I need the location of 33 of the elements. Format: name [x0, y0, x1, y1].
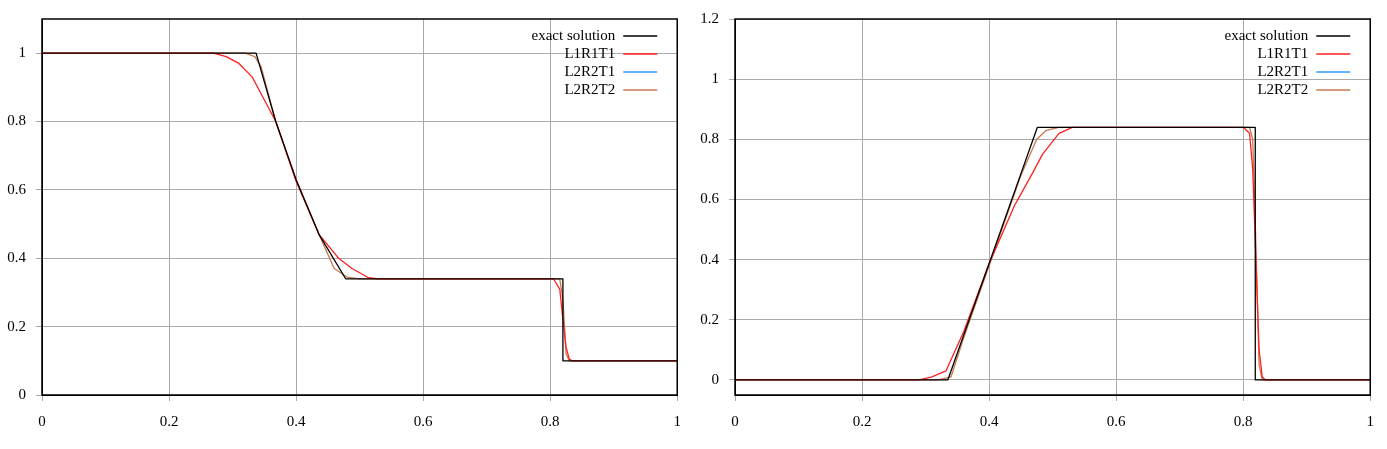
legend-label: exact solution [1224, 26, 1309, 43]
legend-label: L2R2T1 [564, 62, 616, 79]
x-tick-label: 0.6 [413, 412, 434, 429]
y-tick-label: 0.2 [700, 310, 719, 327]
y-tick-label: 0.8 [7, 112, 26, 129]
y-tick-label: 0.2 [7, 317, 26, 334]
legend-label: exact solution [531, 26, 616, 43]
y-tick-label: 1 [18, 44, 26, 61]
x-tick-label: 0.8 [540, 412, 560, 429]
x-tick-label: 0.6 [1106, 412, 1127, 429]
x-tick-label: 0.8 [1233, 412, 1253, 429]
legend-label: L1R1T1 [564, 44, 616, 61]
x-tick-label: 1 [673, 412, 681, 429]
y-tick-label: 0.6 [700, 190, 720, 207]
x-tick-label: 0.4 [286, 412, 306, 429]
legend-label: L2R2T2 [1257, 80, 1309, 97]
x-tick-label: 0.4 [979, 412, 999, 429]
x-tick-label: 0 [38, 412, 46, 429]
y-tick-label: 1.2 [700, 9, 719, 26]
legend-label: L2R2T2 [564, 80, 616, 97]
y-tick-label: 0 [18, 385, 26, 402]
y-tick-label: 0.4 [700, 250, 720, 267]
x-tick-label: 0.2 [852, 412, 872, 429]
y-tick-label: 0 [711, 370, 719, 387]
x-tick-label: 0.2 [159, 412, 179, 429]
y-tick-label: 0.4 [7, 249, 27, 266]
legend-label: L2R2T1 [1257, 62, 1309, 79]
y-tick-label: 1 [711, 70, 719, 87]
legend-label: L1R1T1 [1257, 44, 1309, 61]
x-tick-label: 1 [1366, 412, 1374, 429]
x-tick-label: 0 [731, 412, 739, 429]
y-tick-label: 0.6 [7, 180, 27, 197]
y-tick-label: 0.8 [700, 130, 719, 147]
